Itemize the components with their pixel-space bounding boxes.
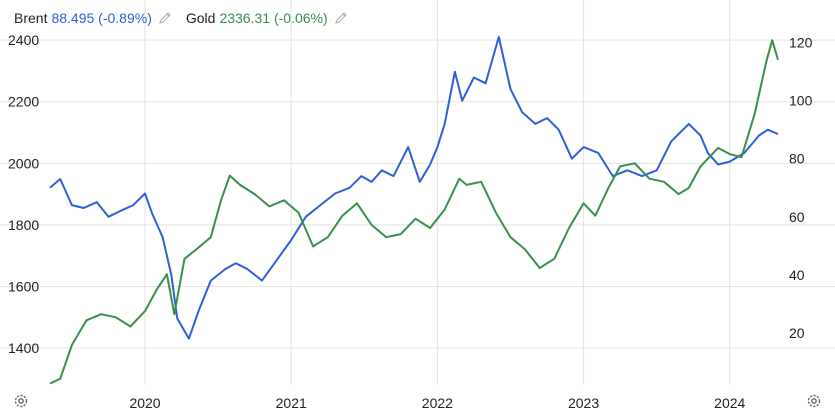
grid — [0, 0, 835, 385]
left-axis-tick-label: 2200 — [8, 94, 39, 110]
x-axis-tick-label: 2021 — [276, 395, 307, 411]
series-line-gold — [49, 39, 779, 385]
x-axis-tick-label: 2023 — [568, 395, 599, 411]
legend: Brent 88.495 (-0.89%) Gold 2336.31 (-0.0… — [14, 10, 362, 26]
legend-item-gold[interactable]: Gold 2336.31 (-0.06%) — [186, 10, 348, 26]
pencil-icon[interactable] — [334, 11, 348, 25]
left-axis-tick-label: 2000 — [8, 155, 39, 171]
x-axis-tick-label: 2024 — [714, 395, 745, 411]
right-axis-tick-label: 120 — [789, 35, 813, 51]
left-axis-tick-label: 2400 — [8, 32, 39, 48]
x-axis: 2020 2021 2022 2023 2024 — [129, 395, 745, 411]
series-line-brent — [49, 35, 779, 340]
right-axis-tick-label: 40 — [789, 267, 805, 283]
gear-icon[interactable] — [805, 392, 823, 410]
right-axis-tick-label: 100 — [789, 93, 813, 109]
legend-series-value: 88.495 (-0.89%) — [51, 10, 152, 26]
left-axis: 1400 1600 1800 2000 2200 2400 — [8, 32, 39, 356]
series-lines — [49, 35, 779, 385]
left-axis-tick-label: 1800 — [8, 217, 39, 233]
x-axis-tick-label: 2020 — [129, 395, 160, 411]
legend-series-name: Gold — [185, 10, 216, 26]
legend-item-brent[interactable]: Brent 88.495 (-0.89%) — [14, 10, 172, 26]
x-axis-tick-label: 2022 — [422, 395, 453, 411]
legend-series-name: Brent — [14, 10, 48, 26]
legend-series-value: 2336.31 (-0.06%) — [219, 10, 328, 26]
right-axis: 20 40 60 80 100 120 — [789, 35, 813, 341]
gear-icon[interactable] — [12, 392, 30, 410]
right-axis-tick-label: 60 — [789, 209, 805, 225]
left-axis-tick-label: 1600 — [8, 278, 39, 294]
right-axis-tick-label: 80 — [789, 151, 805, 167]
left-axis-tick-label: 1400 — [8, 340, 39, 356]
right-axis-tick-label: 20 — [789, 325, 805, 341]
pencil-icon[interactable] — [158, 11, 172, 25]
